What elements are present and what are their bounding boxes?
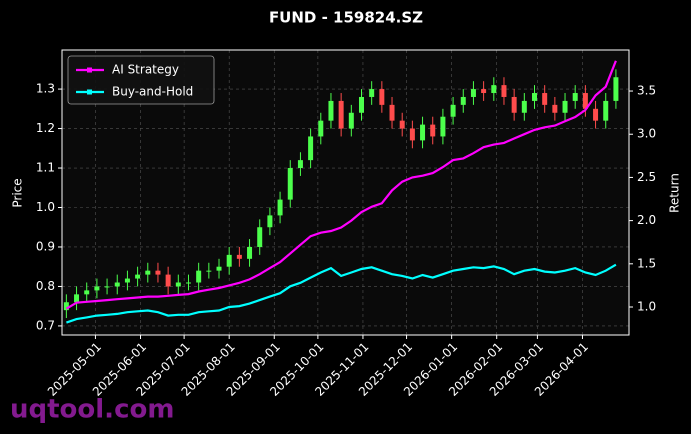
y-tick-label: 1.2 — [36, 121, 55, 135]
candle-body — [63, 302, 69, 311]
y2-tick-label: 2.0 — [637, 213, 656, 227]
candle-body — [440, 116, 446, 137]
candle-body — [430, 124, 436, 137]
y2-tick-label: 3.5 — [637, 84, 656, 98]
candle-body — [389, 104, 395, 121]
candle-body — [470, 89, 476, 97]
candle-body — [572, 93, 578, 101]
return-line — [66, 263, 617, 324]
candle-body — [613, 77, 619, 101]
watermark: uqtool.com — [10, 395, 174, 425]
candle-body — [562, 100, 568, 113]
candle-body — [94, 286, 100, 291]
legend-marker — [87, 67, 92, 73]
candle-body — [338, 100, 344, 129]
candle-body — [287, 168, 293, 200]
candle-body — [328, 100, 334, 121]
candle-body — [318, 120, 324, 137]
candle-body — [257, 227, 263, 247]
candle-body — [420, 124, 426, 141]
candle-body — [247, 246, 253, 259]
candle-body — [460, 96, 466, 105]
candle-body — [155, 270, 161, 275]
candle-body — [104, 286, 110, 288]
y-tick-label: 1.0 — [36, 200, 55, 214]
candle-body — [450, 104, 456, 117]
candle-body — [409, 128, 415, 141]
y2-tick-label: 2.5 — [637, 170, 656, 184]
candle-body — [308, 136, 314, 161]
candle-body — [521, 100, 527, 113]
candle-body — [114, 282, 120, 287]
legend-label: Buy-and-Hold — [112, 85, 193, 99]
candle-body — [226, 254, 232, 267]
candle-body — [593, 108, 599, 121]
candle-body — [74, 294, 80, 303]
y2-tick-label: 1.0 — [637, 300, 656, 314]
candle-body — [297, 160, 303, 169]
y-tick-label: 1.3 — [36, 82, 55, 96]
plot-frame — [61, 49, 630, 336]
y-axis-label: Price — [11, 178, 25, 207]
candle-body — [206, 270, 212, 272]
candle-body — [399, 120, 405, 129]
candle-body — [175, 282, 181, 287]
y2-tick-label: 1.5 — [637, 256, 656, 270]
candle-body — [582, 93, 588, 109]
candle-body — [135, 274, 141, 279]
candle-body — [379, 89, 385, 105]
y-tick-label: 0.8 — [36, 279, 55, 293]
candle-body — [348, 112, 354, 129]
candle-body — [511, 96, 517, 113]
candle-body — [277, 199, 283, 216]
candle-body — [369, 89, 375, 97]
candle-body — [185, 282, 191, 284]
candle-body — [542, 93, 548, 105]
y-tick-label: 0.7 — [36, 318, 55, 332]
chart-title: FUND - 159824.SZ — [269, 9, 423, 27]
legend-box — [67, 55, 215, 105]
candle-body — [124, 278, 130, 283]
y2-tick-label: 3.0 — [637, 127, 656, 141]
candle-body — [196, 270, 202, 283]
candle-body — [552, 104, 558, 113]
candle-body — [501, 85, 507, 97]
y-tick-label: 1.1 — [36, 161, 55, 175]
candle-body — [603, 100, 609, 121]
candle-body — [358, 96, 364, 113]
legend-marker — [87, 89, 92, 95]
return-line — [65, 60, 617, 310]
candle-body — [481, 89, 487, 94]
y2-axis-label: Return — [668, 173, 682, 213]
candle-body — [491, 85, 497, 94]
candle-body — [84, 290, 90, 295]
candle-body — [165, 274, 171, 287]
legend-label: AI Strategy — [112, 63, 179, 77]
candle-body — [532, 93, 537, 101]
candle-body — [236, 254, 242, 259]
candle-body — [267, 215, 273, 228]
candle-body — [145, 270, 151, 275]
candle-body — [216, 266, 222, 271]
y-tick-label: 0.9 — [36, 239, 55, 253]
